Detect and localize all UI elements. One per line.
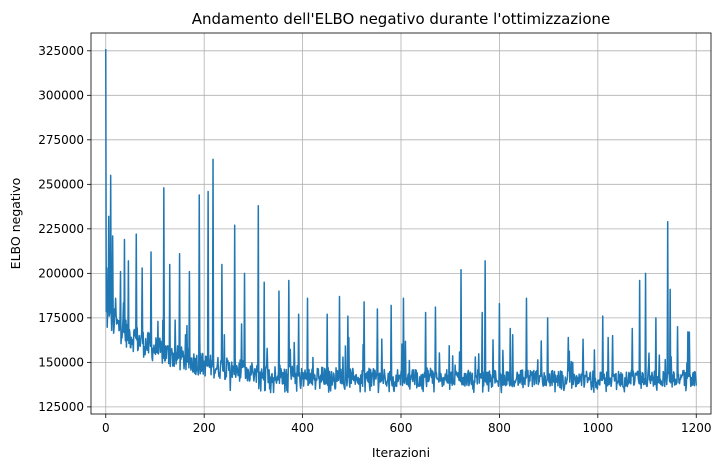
x-tick-label: 400 — [291, 421, 314, 435]
y-ticks: 125000 150000 175000 200000 225000 250000 2750… — [38, 44, 91, 414]
y-tick-label: 325000 — [38, 44, 84, 58]
y-tick-label: 150000 — [38, 355, 84, 369]
x-tick-label: 600 — [390, 421, 413, 435]
x-tick-label: 200 — [193, 421, 216, 435]
chart-title: Andamento dell'ELBO negativo durante l'o… — [192, 10, 610, 28]
series-layer — [105, 49, 697, 394]
x-tick-label: 800 — [488, 421, 511, 435]
x-ticks: 0 200 400 600 800 1000 1200 — [102, 414, 712, 435]
y-tick-label: 200000 — [38, 266, 84, 280]
y-tick-label: 250000 — [38, 177, 84, 191]
y-axis-label: ELBO negativo — [8, 178, 23, 270]
y-tick-label: 175000 — [38, 311, 84, 325]
x-tick-label: 1200 — [681, 421, 712, 435]
x-axis-label: Iterazioni — [372, 445, 430, 460]
elbo-line — [105, 49, 697, 394]
x-tick-label: 1000 — [583, 421, 614, 435]
y-tick-label: 300000 — [38, 88, 84, 102]
y-tick-label: 225000 — [38, 222, 84, 236]
y-tick-label: 125000 — [38, 400, 84, 414]
x-tick-label: 0 — [102, 421, 110, 435]
y-tick-label: 275000 — [38, 133, 84, 147]
